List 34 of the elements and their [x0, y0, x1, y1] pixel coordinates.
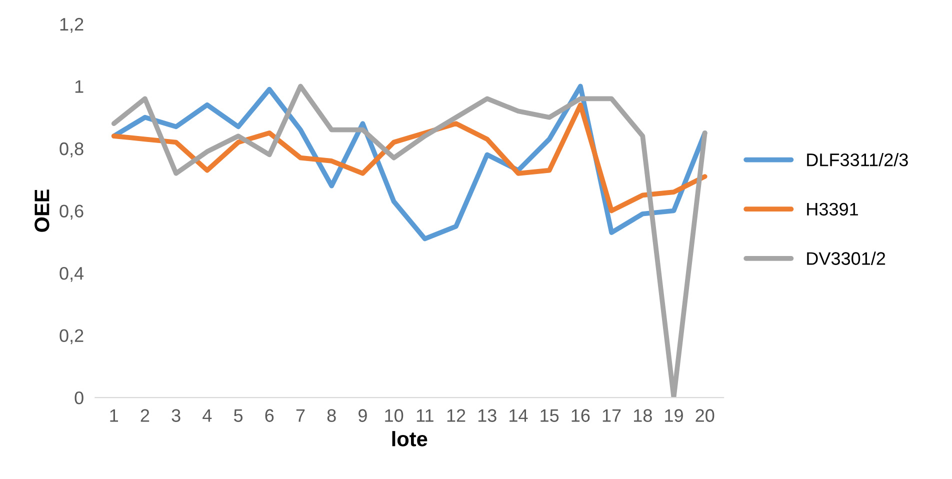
x-tick-label: 17: [602, 409, 621, 422]
y-tick-label: 0,2: [60, 329, 84, 344]
x-tick-label: 1: [110, 409, 118, 422]
x-tick-label: 18: [634, 409, 652, 422]
x-tick-label: 3: [172, 409, 180, 422]
legend-label: H3391: [807, 202, 858, 216]
y-axis-title: OEE: [34, 190, 50, 232]
legend-label: DV3301/2: [807, 252, 886, 265]
legend-label: DLF3311/2/3: [807, 153, 908, 166]
x-tick-label: 5: [234, 409, 243, 422]
x-tick-label: 12: [447, 409, 466, 422]
x-tick-label: 14: [510, 409, 528, 422]
y-tick-label: 0,6: [60, 204, 84, 220]
line-series: [111, 102, 708, 214]
y-tick-label: 0,8: [60, 142, 84, 158]
x-tick-label: 11: [416, 409, 434, 422]
y-tick-label: 0: [74, 392, 84, 404]
x-tick-label: 20: [696, 409, 714, 422]
y-tick-label: 1,2: [60, 18, 84, 33]
x-tick-label: 8: [327, 409, 336, 422]
y-tick-label: 1: [75, 80, 84, 93]
x-tick-label: 6: [265, 409, 274, 422]
x-tick-label: 10: [385, 409, 404, 422]
x-tick-label: 2: [140, 409, 150, 422]
x-axis-title: lote: [392, 431, 428, 446]
x-tick-label: 13: [478, 409, 496, 422]
y-tick-label: 0,4: [60, 266, 84, 282]
x-tick-label: 16: [572, 409, 590, 422]
x-tick-label: 7: [296, 409, 305, 422]
x-tick-label: 9: [358, 409, 367, 422]
x-tick-label: 19: [665, 409, 683, 422]
x-tick-label: 4: [202, 409, 212, 422]
x-tick-label: 15: [540, 409, 559, 422]
line-series: [111, 84, 708, 398]
